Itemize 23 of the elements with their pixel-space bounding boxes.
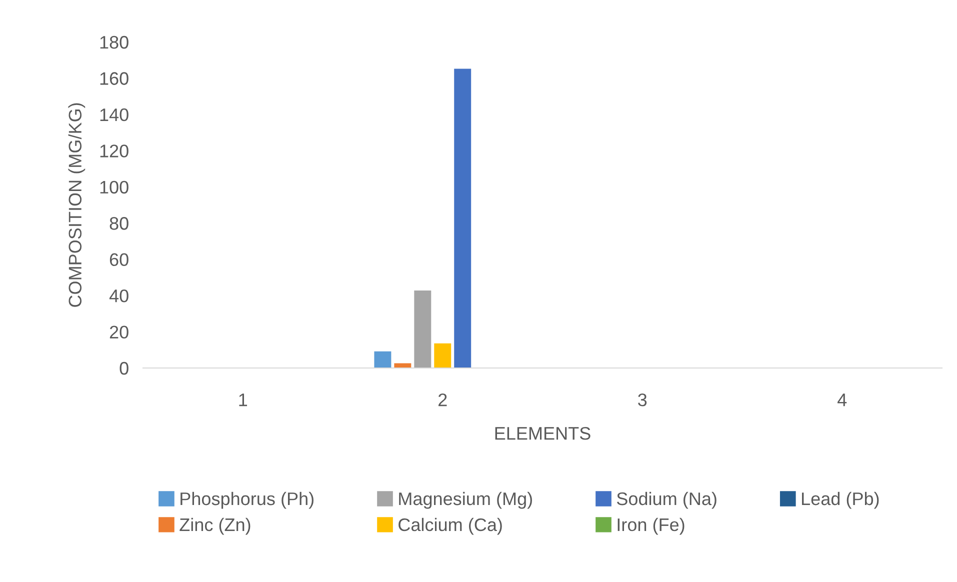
y-tick-label: 0	[120, 362, 128, 375]
x-tick-label: 2	[438, 393, 447, 406]
x-tick-label: 1	[239, 394, 248, 406]
legend-label: Magnesium (Mg)	[399, 492, 532, 509]
y-tick-label: 80	[110, 217, 128, 230]
y-axis-title: COMPOSITION (MG/KG)	[68, 103, 86, 307]
legend-label: Iron (Fe)	[618, 518, 684, 535]
y-tick-label: 20	[110, 326, 128, 338]
x-tick-label: 3	[638, 393, 647, 406]
legend-label: Lead (Pb)	[802, 492, 879, 509]
y-tick-label: 180	[100, 36, 128, 49]
y-tick-label: 120	[100, 144, 128, 158]
y-tick-label: 160	[100, 72, 128, 85]
y-tick-label: 40	[109, 289, 128, 302]
x-tick-label: 4	[838, 394, 847, 406]
x-axis-title: ELEMENTS	[495, 426, 590, 440]
y-tick-label: 60	[110, 253, 128, 266]
legend-label: Calcium (Ca)	[398, 518, 502, 535]
y-tick-label: 100	[100, 180, 128, 194]
legend-label: Phosphorus (Ph)	[180, 492, 314, 509]
y-tick-label: 140	[100, 108, 128, 122]
legend-label: Zinc (Zn)	[180, 518, 250, 535]
legend-label: Sodium (Na)	[616, 492, 716, 509]
